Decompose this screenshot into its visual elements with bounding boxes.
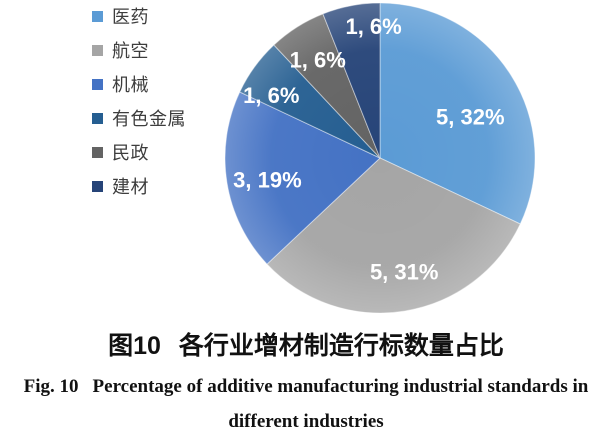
pie-chart: 5, 32% 5, 31% 3, 19% 1, 6% 1, 6% 1, 6% — [224, 2, 536, 314]
figure-title-cn: 各行业增材制造行标数量占比 — [178, 332, 504, 360]
legend-item-medicine: 医药 — [92, 7, 186, 27]
figure-caption-en: Fig. 10 Percentage of additive manufactur… — [0, 369, 612, 439]
legend-swatch-civil-affairs — [92, 146, 103, 158]
legend-swatch-machinery — [92, 78, 103, 90]
legend-label-aerospace: 航空 — [112, 41, 149, 61]
chart-legend: 医药 航空 机械 有色金属 民政 建材 — [92, 7, 186, 211]
slice-label-nonferrous-metals: 1, 6% — [243, 83, 299, 108]
legend-swatch-building-materials — [92, 180, 103, 192]
figure-number-en: Fig. 10 — [23, 376, 79, 397]
slice-label-aerospace: 5, 31% — [370, 259, 439, 284]
legend-item-nonferrous-metals: 有色金属 — [92, 109, 186, 129]
slice-label-medicine: 5, 32% — [436, 105, 505, 130]
figure-caption-cn: 图10 各行业增材制造行标数量占比 — [0, 330, 612, 362]
slice-label-civil-affairs: 1, 6% — [290, 48, 346, 73]
figure-number-cn: 图10 — [108, 332, 161, 360]
legend-label-civil-affairs: 民政 — [112, 143, 149, 163]
legend-swatch-aerospace — [92, 44, 103, 56]
legend-swatch-nonferrous-metals — [92, 112, 103, 124]
pie-gloss-overlay — [225, 3, 535, 313]
legend-item-civil-affairs: 民政 — [92, 143, 186, 163]
figure-caption-en-line1: Fig. 10 Percentage of additive manufactur… — [0, 369, 612, 404]
legend-label-machinery: 机械 — [112, 75, 149, 95]
legend-label-nonferrous-metals: 有色金属 — [112, 109, 186, 129]
legend-item-aerospace: 航空 — [92, 41, 186, 61]
legend-label-building-materials: 建材 — [112, 177, 149, 197]
figure-caption-en-line2: different industries — [228, 411, 384, 432]
slice-label-machinery: 3, 19% — [233, 168, 302, 193]
legend-swatch-medicine — [92, 10, 103, 22]
legend-item-machinery: 机械 — [92, 75, 186, 95]
legend-item-building-materials: 建材 — [92, 177, 186, 197]
figure-title-en-line1: Percentage of additive manufacturing ind… — [92, 376, 589, 397]
legend-label-medicine: 医药 — [112, 7, 149, 27]
slice-label-building-materials: 1, 6% — [345, 14, 401, 39]
